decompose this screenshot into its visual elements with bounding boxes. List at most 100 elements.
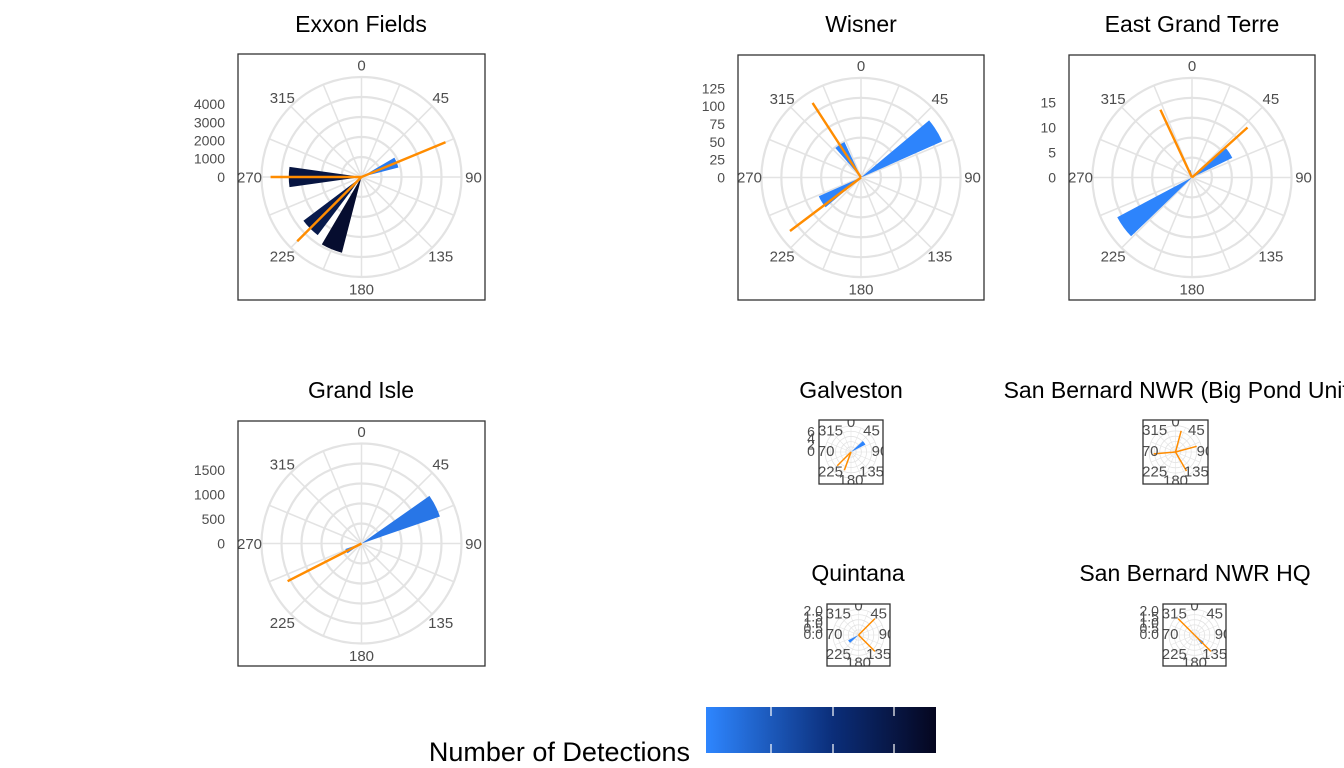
grid-spoke (360, 176, 401, 270)
grid-spoke (1194, 634, 1219, 646)
angle-tick-label: 270 (737, 170, 762, 187)
direction-line (1174, 430, 1182, 453)
grid-spoke (360, 84, 401, 178)
angle-tick-label: 45 (432, 90, 449, 107)
direction-line (1191, 126, 1249, 179)
grid-spoke (860, 176, 954, 217)
panel-1: 0 45 90 135 180 225 270 315 0 1000 2000 3000 4000 Exx… (194, 11, 486, 301)
angle-tick-label: 135 (1258, 249, 1283, 266)
radial-tick-label: 2.0 (803, 603, 823, 619)
angle-tick-label: 0 (1190, 597, 1198, 614)
grid-spoke (361, 542, 455, 583)
direction-line (1177, 618, 1196, 636)
grid-spoke (322, 84, 363, 178)
grid-spoke (1121, 176, 1193, 249)
direction-line (843, 451, 852, 471)
direction-line (1175, 445, 1197, 453)
panel-title: Quintana (811, 560, 905, 586)
direction-line (1153, 451, 1176, 455)
angle-tick-label: 0 (857, 58, 865, 75)
grid-spoke (850, 433, 870, 453)
angle-tick-label: 0 (357, 424, 365, 441)
angle-tick-label: 270 (237, 536, 262, 553)
grid-spoke (1175, 433, 1195, 453)
direction-line (1174, 451, 1188, 472)
grid-spoke (850, 441, 876, 453)
grid-spoke (1191, 177, 1231, 270)
angle-tick-label: 135 (927, 249, 952, 266)
radial-tick-label: 1.0 (1139, 614, 1159, 630)
polar-bar (1117, 177, 1192, 237)
angle-tick-label: 45 (432, 457, 449, 474)
grid-spoke (850, 451, 870, 471)
grid-spoke (860, 138, 954, 179)
angle-tick-label: 90 (465, 536, 482, 553)
angle-tick-label: 90 (1197, 443, 1214, 460)
grid-spoke (290, 105, 363, 178)
angle-tick-label: 270 (1134, 443, 1159, 460)
grid-spoke (1194, 611, 1205, 636)
grid-spoke (268, 138, 362, 178)
angle-tick-label: 45 (1206, 606, 1223, 623)
angle-tick-label: 315 (1142, 422, 1167, 439)
polar-bar (361, 495, 440, 544)
panel-title: Grand Isle (308, 377, 414, 403)
radial-tick-label: 1.0 (803, 614, 823, 630)
radial-tick-label: 0.0 (803, 626, 823, 642)
grid-spoke (858, 634, 883, 646)
grid-spoke (290, 472, 363, 545)
radial-tick-label: 1500 (194, 462, 225, 478)
grid-spoke (858, 624, 883, 636)
direction-line (287, 542, 363, 583)
angle-tick-label: 225 (270, 615, 295, 632)
grid-spoke (840, 634, 859, 654)
radial-tick-label: 4000 (194, 96, 225, 112)
grid-spoke (1099, 176, 1193, 217)
angle-tick-label: 225 (1101, 249, 1126, 266)
panel-frame (1162, 603, 1227, 667)
panel-frame (1142, 419, 1209, 485)
grid-spoke (790, 106, 862, 179)
grid-spoke (1170, 634, 1195, 646)
panel-frame (237, 420, 486, 667)
angle-tick-label: 180 (1182, 654, 1207, 671)
grid-spoke (1170, 624, 1195, 636)
grid-spoke (1176, 634, 1195, 654)
radial-tick-label: 15 (1040, 95, 1056, 111)
angle-tick-label: 180 (1179, 281, 1204, 298)
grid-spoke (1121, 106, 1193, 179)
radial-tick-label: 2.0 (1139, 603, 1159, 619)
angle-tick-label: 225 (818, 463, 843, 480)
angle-tick-label: 90 (964, 170, 981, 187)
radial-tick-label: 25 (709, 152, 725, 168)
angle-tick-label: 45 (863, 422, 880, 439)
grid-spoke (768, 138, 862, 179)
grid-spoke (360, 472, 433, 545)
grid-spoke (850, 451, 876, 463)
grid-spoke (768, 176, 862, 217)
radial-tick-label: 6 (807, 423, 815, 439)
angle-tick-label: 180 (349, 281, 374, 298)
grid-spoke (834, 624, 859, 636)
polar-bar (851, 440, 866, 452)
angle-tick-label: 270 (1153, 626, 1178, 643)
radial-tick-label: 2000 (194, 133, 225, 149)
grid-spoke (268, 176, 362, 216)
panel-4: 0 45 90 135 180 225 270 315 0 500 1000 1500 Grand Is… (194, 377, 486, 667)
angle-tick-label: 315 (270, 457, 295, 474)
polar-bar (848, 635, 859, 643)
legend-colorbar (706, 707, 936, 753)
grid-spoke (860, 177, 900, 270)
angle-tick-label: 45 (1188, 422, 1205, 439)
grid-spoke (1194, 624, 1219, 636)
grid-spoke (1191, 176, 1263, 249)
